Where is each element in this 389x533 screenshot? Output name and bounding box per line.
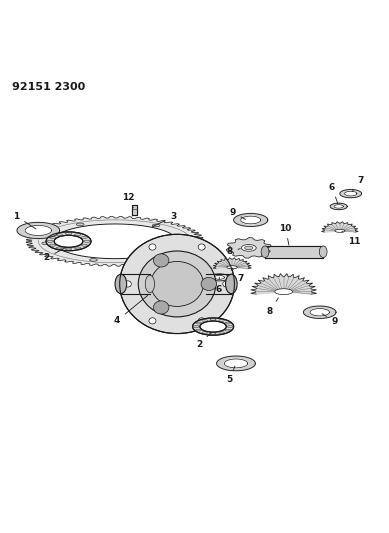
- Ellipse shape: [149, 244, 156, 250]
- Text: 9: 9: [229, 208, 245, 220]
- Ellipse shape: [202, 332, 207, 334]
- Ellipse shape: [46, 232, 91, 251]
- Ellipse shape: [56, 233, 62, 236]
- Ellipse shape: [54, 235, 83, 247]
- Ellipse shape: [153, 254, 169, 267]
- Ellipse shape: [193, 318, 234, 335]
- Ellipse shape: [76, 223, 84, 226]
- Ellipse shape: [56, 247, 62, 249]
- Text: 5: 5: [226, 366, 235, 384]
- Ellipse shape: [42, 242, 49, 245]
- Text: 2: 2: [196, 333, 211, 349]
- Ellipse shape: [226, 274, 237, 294]
- Ellipse shape: [196, 322, 201, 324]
- Polygon shape: [25, 225, 51, 236]
- Ellipse shape: [81, 244, 88, 246]
- Ellipse shape: [89, 259, 97, 261]
- Ellipse shape: [196, 329, 201, 331]
- Ellipse shape: [210, 319, 216, 320]
- Ellipse shape: [149, 318, 156, 324]
- Text: 11: 11: [342, 231, 361, 246]
- Ellipse shape: [115, 274, 127, 294]
- Ellipse shape: [319, 246, 327, 257]
- Text: 4: 4: [114, 295, 148, 325]
- Ellipse shape: [275, 289, 293, 295]
- Polygon shape: [131, 205, 137, 215]
- Polygon shape: [310, 309, 329, 316]
- Text: 6: 6: [216, 277, 222, 294]
- Polygon shape: [213, 258, 251, 269]
- Polygon shape: [210, 274, 229, 281]
- Polygon shape: [251, 273, 316, 294]
- Text: 1: 1: [13, 212, 36, 229]
- Ellipse shape: [200, 321, 226, 332]
- Ellipse shape: [227, 326, 233, 327]
- Ellipse shape: [47, 240, 53, 243]
- Polygon shape: [322, 222, 358, 232]
- Ellipse shape: [138, 251, 216, 317]
- Ellipse shape: [227, 266, 237, 269]
- Polygon shape: [26, 216, 204, 266]
- Ellipse shape: [75, 247, 81, 249]
- Ellipse shape: [225, 329, 231, 331]
- Ellipse shape: [201, 277, 217, 290]
- Ellipse shape: [65, 248, 72, 250]
- Ellipse shape: [198, 318, 205, 324]
- Text: 92151 2300: 92151 2300: [12, 83, 86, 92]
- Ellipse shape: [81, 237, 88, 238]
- Text: 6: 6: [329, 182, 338, 204]
- Ellipse shape: [124, 281, 131, 287]
- Ellipse shape: [219, 332, 224, 334]
- Ellipse shape: [261, 246, 269, 257]
- Text: 10: 10: [279, 224, 292, 245]
- Ellipse shape: [202, 319, 207, 321]
- Ellipse shape: [219, 319, 224, 321]
- Text: 9: 9: [322, 314, 338, 326]
- Polygon shape: [234, 214, 268, 227]
- Ellipse shape: [75, 233, 81, 236]
- Polygon shape: [345, 191, 357, 196]
- Polygon shape: [17, 222, 60, 239]
- Polygon shape: [265, 246, 323, 257]
- Polygon shape: [217, 356, 255, 371]
- Polygon shape: [226, 238, 271, 258]
- Ellipse shape: [225, 322, 231, 324]
- Text: 3: 3: [152, 212, 176, 227]
- Polygon shape: [53, 224, 177, 259]
- Polygon shape: [241, 216, 261, 224]
- Polygon shape: [303, 306, 336, 318]
- Text: 8: 8: [226, 247, 240, 256]
- Text: 8: 8: [267, 298, 278, 316]
- Ellipse shape: [241, 245, 256, 251]
- Ellipse shape: [223, 281, 230, 287]
- Ellipse shape: [210, 333, 216, 335]
- Ellipse shape: [198, 244, 205, 250]
- Ellipse shape: [145, 275, 154, 293]
- Text: 12: 12: [123, 193, 135, 208]
- Polygon shape: [334, 205, 343, 208]
- Text: 7: 7: [232, 268, 244, 284]
- Ellipse shape: [120, 235, 235, 334]
- Ellipse shape: [151, 262, 203, 306]
- Ellipse shape: [49, 244, 56, 246]
- Ellipse shape: [49, 237, 56, 238]
- Ellipse shape: [84, 240, 90, 243]
- Ellipse shape: [193, 326, 199, 327]
- Polygon shape: [214, 276, 224, 279]
- Polygon shape: [224, 359, 248, 368]
- Ellipse shape: [153, 301, 169, 314]
- Polygon shape: [330, 203, 347, 209]
- Polygon shape: [340, 190, 361, 198]
- Ellipse shape: [65, 232, 72, 235]
- Ellipse shape: [335, 229, 345, 232]
- Ellipse shape: [152, 224, 160, 227]
- Ellipse shape: [245, 246, 253, 250]
- Text: 7: 7: [352, 176, 364, 191]
- Text: 2: 2: [43, 247, 66, 262]
